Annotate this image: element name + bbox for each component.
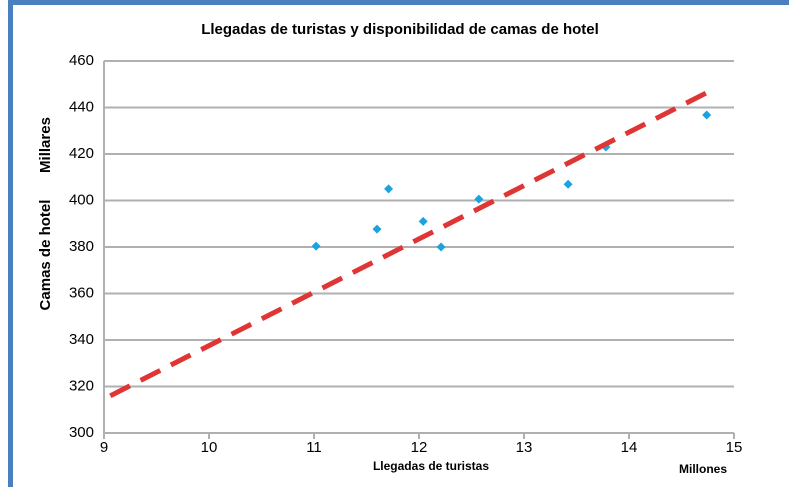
x-tick-label: 12 bbox=[411, 439, 428, 456]
x-axis-unit: Millones bbox=[679, 462, 727, 476]
y-tick-label: 380 bbox=[69, 238, 94, 255]
frame-top bbox=[8, 0, 789, 5]
y-tick-label: 420 bbox=[69, 145, 94, 162]
point bbox=[418, 216, 428, 226]
chart-title: Llegadas de turistas y disponibilidad de… bbox=[201, 21, 599, 38]
point bbox=[474, 194, 484, 204]
x-tick-label: 14 bbox=[621, 439, 638, 456]
point bbox=[384, 184, 394, 194]
point bbox=[372, 224, 382, 234]
y-tick-label: 360 bbox=[69, 284, 94, 301]
frame-left bbox=[8, 0, 13, 487]
x-tick-label: 11 bbox=[306, 439, 322, 456]
point bbox=[702, 110, 712, 120]
y-tick-label: 340 bbox=[69, 331, 94, 348]
y-tick-label: 440 bbox=[69, 98, 94, 115]
x-axis-label: Llegadas de turistas bbox=[373, 459, 489, 473]
y-tick-label: 320 bbox=[69, 377, 94, 394]
point bbox=[436, 242, 446, 252]
y-tick-label: 300 bbox=[69, 424, 94, 441]
x-tick-label: 13 bbox=[516, 439, 533, 456]
y-tick-label: 400 bbox=[69, 191, 94, 208]
point bbox=[311, 241, 321, 251]
y-tick-label: 460 bbox=[69, 52, 94, 69]
x-tick-label: 15 bbox=[726, 439, 743, 456]
y-axis-unit: Millares bbox=[37, 117, 54, 173]
x-tick-label: 9 bbox=[100, 439, 108, 456]
point bbox=[563, 179, 573, 189]
trend-line bbox=[109, 87, 714, 399]
x-tick-label: 10 bbox=[201, 439, 218, 456]
y-axis-label: Camas de hotel bbox=[37, 200, 54, 311]
